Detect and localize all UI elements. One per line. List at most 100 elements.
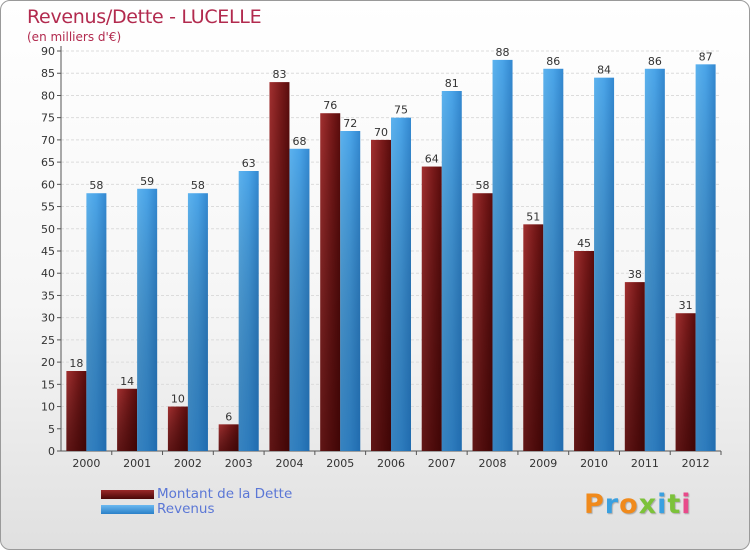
bar-revenus-shade bbox=[594, 77, 615, 452]
y-tick-label: 85 bbox=[41, 67, 55, 80]
data-label: 86 bbox=[546, 55, 560, 68]
x-tick-label: 2012 bbox=[682, 457, 710, 470]
data-label: 68 bbox=[292, 135, 306, 148]
y-tick-label: 5 bbox=[48, 423, 55, 436]
bar-revenus-shade bbox=[644, 68, 665, 452]
bar-revenus-shade bbox=[187, 193, 208, 451]
x-tick-label: 2001 bbox=[123, 457, 151, 470]
x-tick-label: 2010 bbox=[580, 457, 608, 470]
bar-dette-shade bbox=[218, 424, 239, 451]
bar-dette-shade bbox=[117, 388, 138, 451]
data-label: 63 bbox=[242, 157, 256, 170]
logo-letter: t bbox=[667, 489, 682, 520]
logo-letter: r bbox=[604, 489, 620, 520]
y-tick-label: 45 bbox=[41, 245, 55, 258]
bar-revenus-shade bbox=[137, 188, 158, 451]
y-tick-label: 80 bbox=[41, 89, 55, 102]
legend-label-revenus: Revenus bbox=[157, 501, 215, 517]
bar-dette-shade bbox=[320, 113, 341, 451]
data-label: 87 bbox=[699, 50, 713, 63]
bar-dette-shade bbox=[675, 313, 696, 451]
data-label: 58 bbox=[89, 179, 103, 192]
data-label: 10 bbox=[171, 393, 185, 406]
y-tick-label: 40 bbox=[41, 267, 55, 280]
bar-revenus-shade bbox=[695, 64, 716, 452]
data-label: 31 bbox=[679, 299, 693, 312]
logo-letter: P bbox=[584, 489, 605, 520]
x-tick-label: 2011 bbox=[631, 457, 659, 470]
x-tick-label: 2004 bbox=[275, 457, 303, 470]
data-label: 14 bbox=[120, 375, 134, 388]
bar-dette-shade bbox=[66, 371, 87, 451]
bar-revenus-shade bbox=[238, 171, 259, 451]
bar-revenus-shade bbox=[86, 193, 107, 451]
bar-revenus-shade bbox=[340, 131, 361, 451]
bar-revenus-shade bbox=[492, 59, 513, 452]
y-tick-label: 75 bbox=[41, 112, 55, 125]
data-label: 45 bbox=[577, 237, 591, 250]
x-tick-label: 2009 bbox=[529, 457, 557, 470]
bar-revenus-shade bbox=[289, 148, 310, 451]
data-label: 81 bbox=[445, 77, 459, 90]
y-tick-label: 60 bbox=[41, 178, 55, 191]
bar-revenus-shade bbox=[441, 91, 462, 451]
data-label: 88 bbox=[496, 46, 510, 59]
y-tick-label: 90 bbox=[41, 45, 55, 58]
data-label: 84 bbox=[597, 64, 611, 77]
data-label: 64 bbox=[425, 153, 439, 166]
bar-dette-shade bbox=[421, 166, 442, 452]
chart-subtitle: (en milliers d'€) bbox=[27, 30, 122, 44]
data-label: 58 bbox=[191, 179, 205, 192]
data-label: 18 bbox=[69, 357, 83, 370]
data-label: 70 bbox=[374, 126, 388, 139]
y-tick-label: 55 bbox=[41, 201, 55, 214]
x-tick-label: 2006 bbox=[377, 457, 405, 470]
y-tick-label: 70 bbox=[41, 134, 55, 147]
y-tick-label: 35 bbox=[41, 289, 55, 302]
data-label: 75 bbox=[394, 104, 408, 117]
data-label: 51 bbox=[526, 210, 540, 223]
y-tick-label: 0 bbox=[48, 445, 55, 458]
logo-letter: i bbox=[681, 489, 692, 520]
bar-dette-shade bbox=[472, 193, 493, 451]
legend-swatch-dette bbox=[101, 489, 154, 499]
bar-dette-shade bbox=[269, 82, 290, 451]
y-tick-label: 25 bbox=[41, 334, 55, 347]
legend-item-dette: Montant de la Dette bbox=[101, 487, 292, 501]
y-tick-label: 15 bbox=[41, 378, 55, 391]
x-tick-label: 2007 bbox=[428, 457, 456, 470]
data-label: 76 bbox=[323, 99, 337, 112]
x-tick-label: 2003 bbox=[225, 457, 253, 470]
logo-letter: x bbox=[638, 489, 658, 520]
chart-title: Revenus/Dette - LUCELLE bbox=[27, 6, 262, 28]
data-label: 72 bbox=[343, 117, 357, 130]
legend-label-dette: Montant de la Dette bbox=[157, 486, 293, 502]
bar-dette-shade bbox=[574, 251, 595, 451]
legend-swatch-revenus bbox=[101, 504, 154, 514]
x-tick-label: 2008 bbox=[479, 457, 507, 470]
y-tick-label: 30 bbox=[41, 312, 55, 325]
x-tick-label: 2002 bbox=[174, 457, 202, 470]
bar-dette-shade bbox=[624, 282, 645, 451]
bar-dette-shade bbox=[371, 139, 391, 451]
logo-letter: i bbox=[657, 489, 668, 520]
y-tick-label: 10 bbox=[41, 401, 55, 414]
x-tick-label: 2000 bbox=[72, 457, 100, 470]
logo-letter: o bbox=[619, 489, 639, 520]
bar-dette-shade bbox=[523, 224, 544, 451]
y-tick-label: 20 bbox=[41, 356, 55, 369]
data-label: 58 bbox=[476, 179, 490, 192]
data-label: 59 bbox=[140, 175, 154, 188]
legend-item-revenus: Revenus bbox=[101, 502, 215, 516]
data-label: 86 bbox=[648, 55, 662, 68]
data-label: 6 bbox=[225, 410, 232, 423]
bar-revenus-shade bbox=[543, 68, 564, 452]
bar-revenus-shade bbox=[391, 117, 411, 452]
y-tick-label: 65 bbox=[41, 156, 55, 169]
x-tick-label: 2005 bbox=[326, 457, 354, 470]
data-label: 38 bbox=[628, 268, 642, 281]
bar-dette-shade bbox=[167, 406, 188, 451]
proxiti-logo: Proxiti bbox=[584, 489, 692, 520]
